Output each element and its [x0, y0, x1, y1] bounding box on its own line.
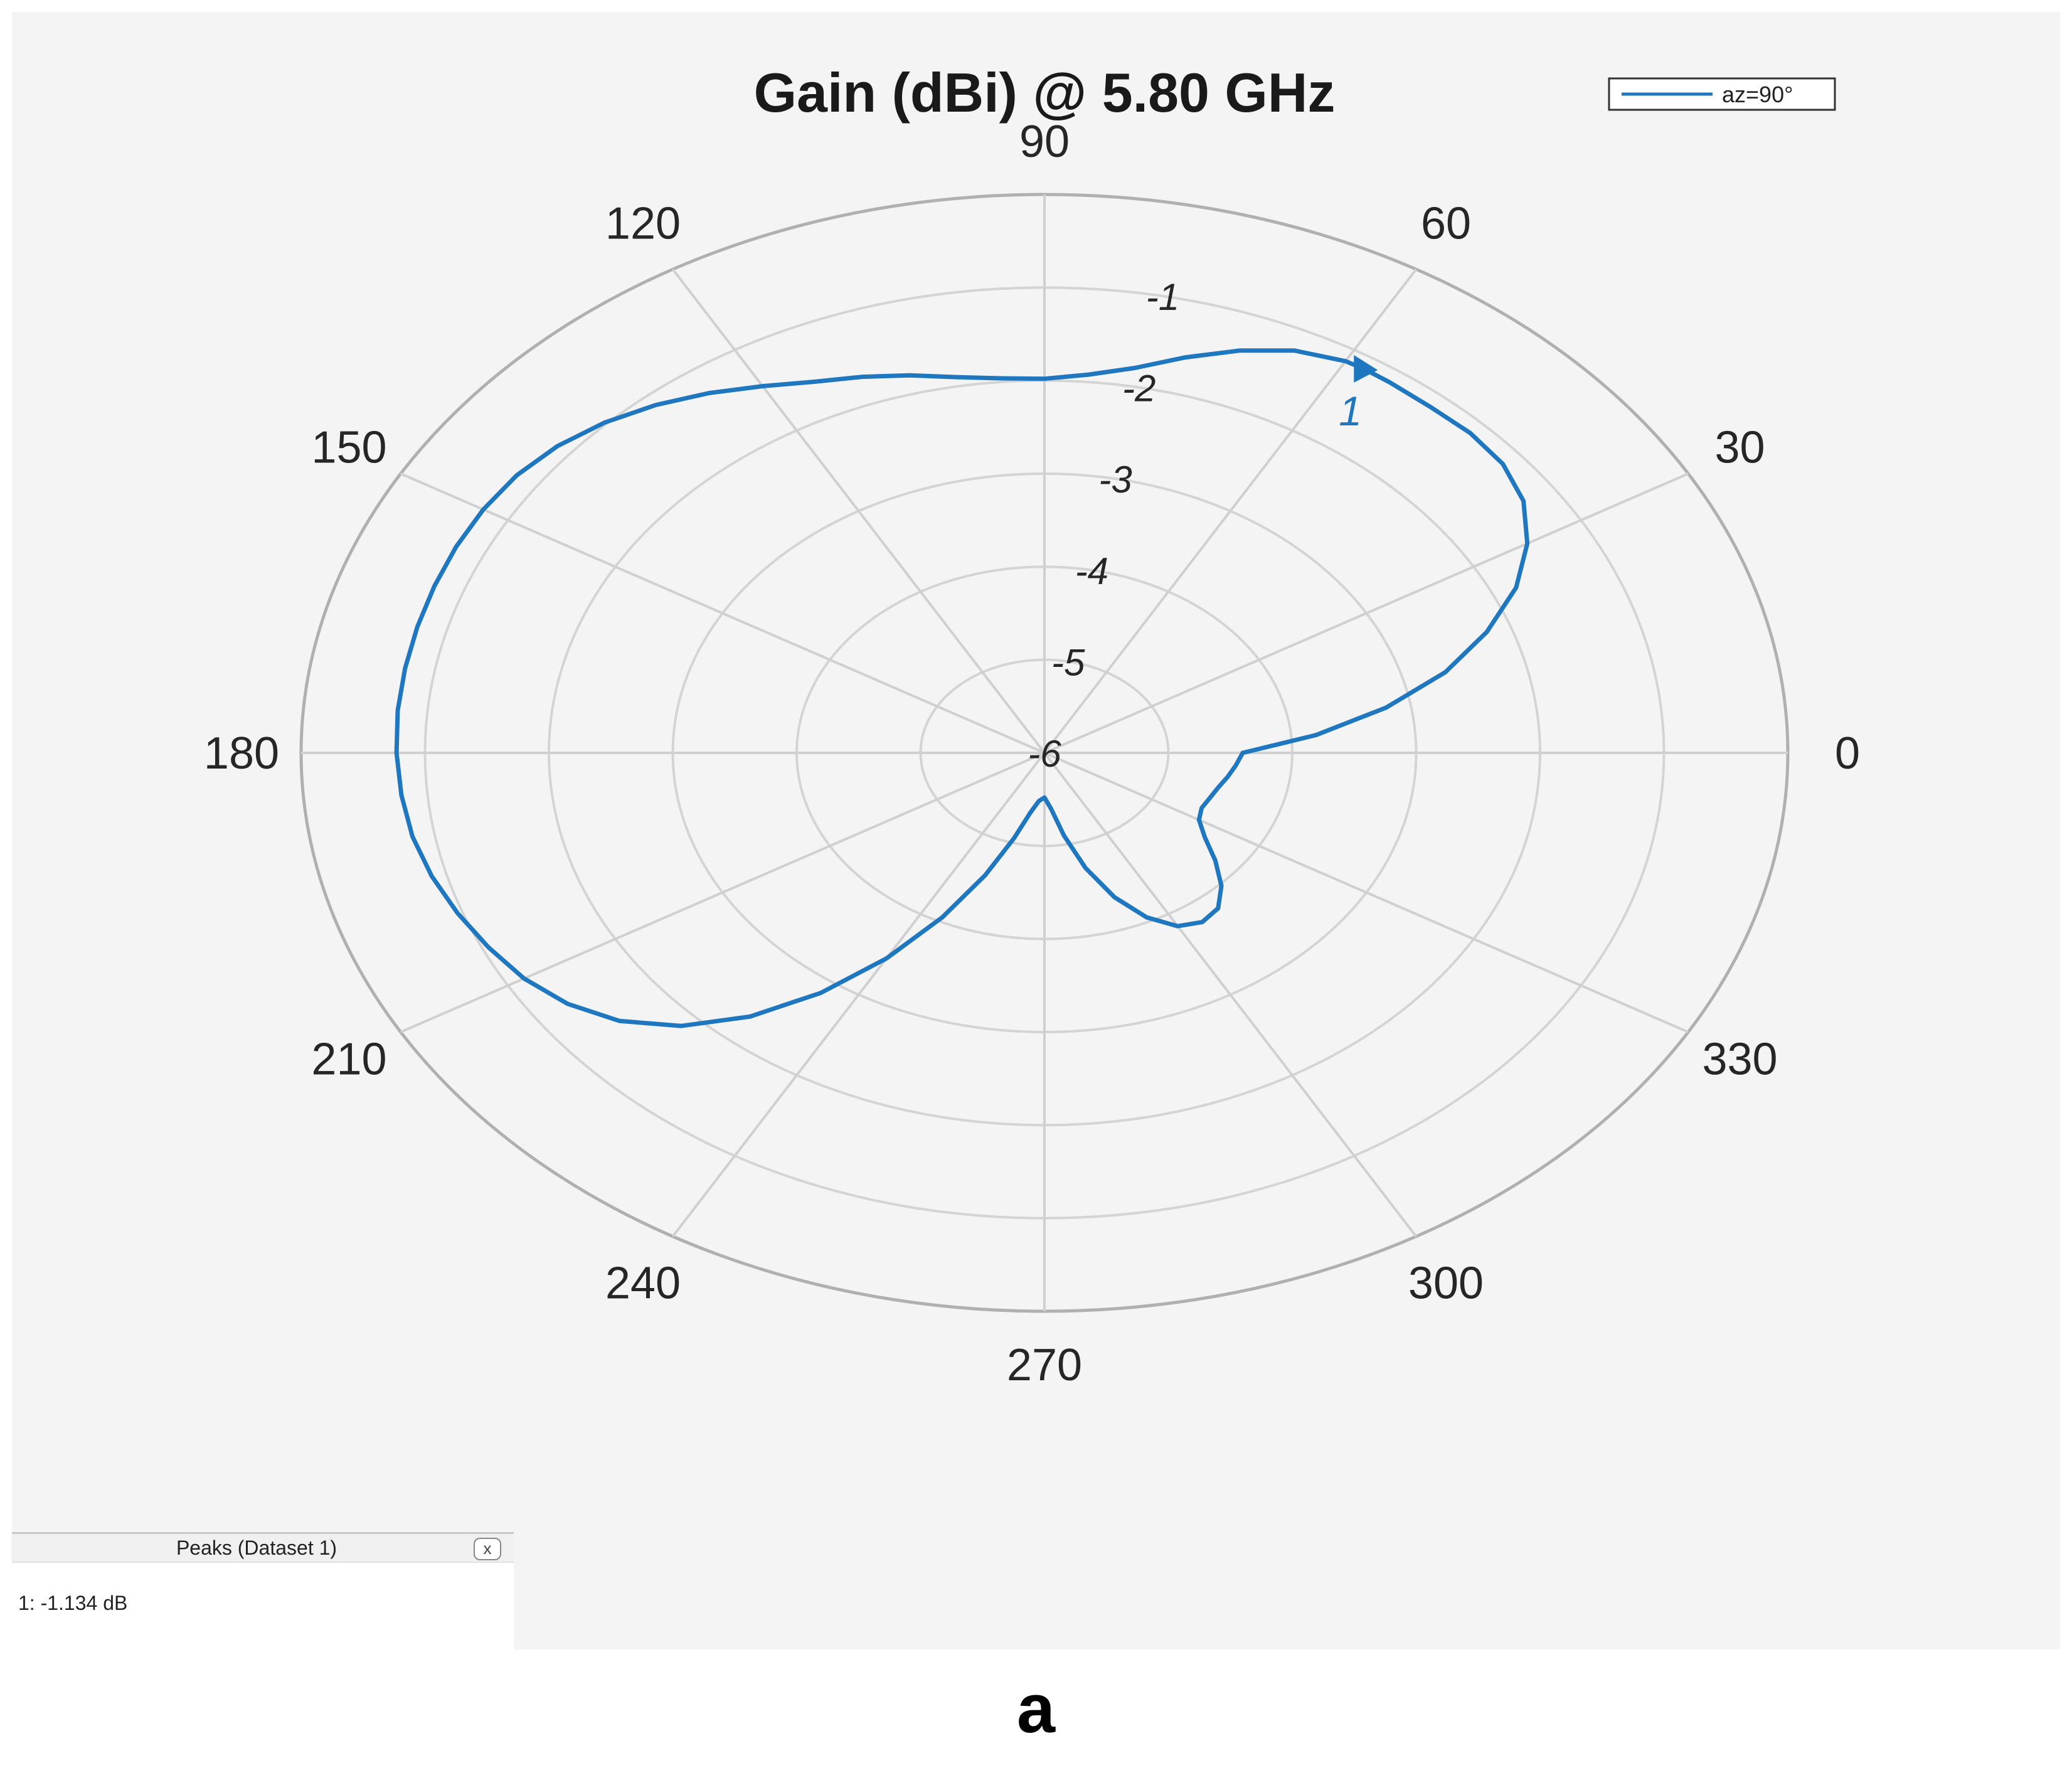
angle-tick-label: 240: [605, 1258, 681, 1308]
peaks-panel: Peaks (Dataset 1) x 1: -1.134 dB: [12, 1532, 514, 1651]
grid-spoke: [671, 752, 1046, 1237]
chart-panel: [12, 12, 2060, 1649]
grid-spoke: [400, 752, 1045, 1033]
angle-tick-label: 180: [204, 728, 279, 779]
peaks-entry: 1: -1.134 dB: [18, 1592, 128, 1614]
angle-tick-label: 270: [1007, 1340, 1082, 1390]
angle-tick-label: 60: [1421, 199, 1471, 249]
angle-tick-label: 150: [311, 423, 386, 473]
series-line: [394, 348, 1530, 1028]
radial-tick-label: -6: [1028, 733, 1061, 775]
legend-label: az=90°: [1722, 82, 1793, 107]
grid-spoke: [1044, 752, 1689, 1033]
radial-tick-label: -3: [1098, 459, 1132, 501]
figure-caption: a: [1016, 1670, 1056, 1747]
polar-grid: [299, 193, 1790, 1313]
grid-spoke: [1043, 269, 1418, 754]
polar-series: 1: [394, 348, 1530, 1028]
angle-tick-label: 330: [1702, 1035, 1777, 1085]
angle-tick-label: 90: [1019, 117, 1070, 167]
grid-spoke: [671, 269, 1046, 754]
radial-tick-label: -1: [1146, 276, 1179, 318]
legend[interactable]: az=90°: [1608, 77, 1836, 111]
radial-tick-label: -4: [1075, 550, 1108, 592]
grid-spoke: [1043, 752, 1418, 1237]
peaks-title: Peaks (Dataset 1): [176, 1536, 337, 1559]
angle-tick-label: 120: [605, 199, 681, 249]
radial-tick-label: -5: [1051, 641, 1085, 683]
peaks-header: Peaks (Dataset 1) x: [12, 1534, 514, 1563]
grid-spoke: [1044, 472, 1689, 754]
radial-tick-label: -2: [1122, 368, 1156, 410]
polar-tick-labels: 0 30 60 90 120 150 180 210 240 270 300 330 -6 -5 -4 -3 -…: [204, 117, 1860, 1390]
angle-tick-label: 300: [1408, 1258, 1484, 1308]
chart-title: Gain (dBi) @ 5.80 GHz: [754, 61, 1336, 124]
peak-marker: [1354, 354, 1378, 383]
peak-marker-label: 1: [1339, 388, 1362, 434]
grid-spoke: [400, 472, 1045, 754]
close-icon[interactable]: x: [474, 1538, 501, 1560]
angle-tick-label: 0: [1835, 728, 1860, 779]
angle-tick-label: 210: [311, 1035, 386, 1085]
angle-tick-label: 30: [1714, 423, 1765, 473]
